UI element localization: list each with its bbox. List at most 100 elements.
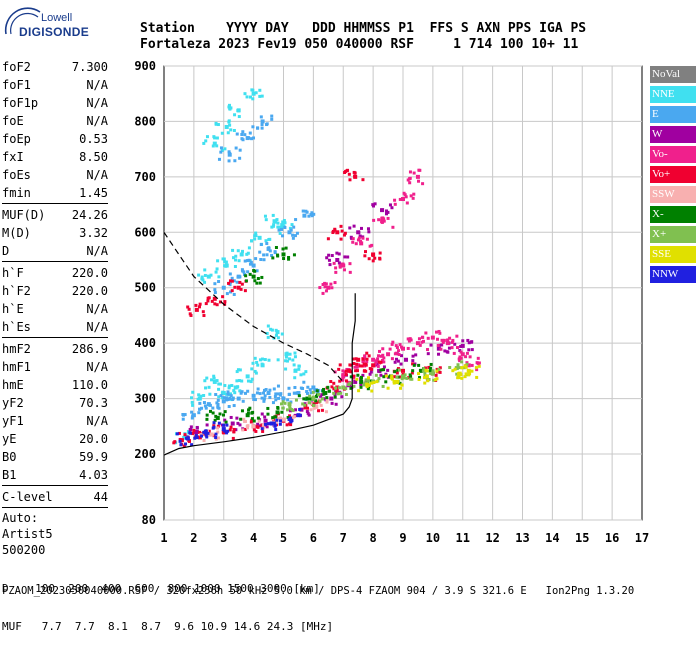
data-point-nne bbox=[297, 367, 301, 371]
data-point-nne bbox=[274, 328, 278, 332]
data-point-e bbox=[200, 406, 204, 410]
data-point-nne bbox=[236, 249, 240, 253]
header-labels: Station YYYY DAY DDD HHMMSS P1 FFS S AXN… bbox=[140, 21, 587, 36]
data-point-nnw bbox=[278, 419, 282, 423]
data-point-vo+ bbox=[206, 299, 210, 303]
param-label: foF1p bbox=[2, 96, 39, 110]
legend-item: X- bbox=[650, 206, 696, 223]
data-point-vo+ bbox=[379, 360, 383, 364]
data-point-w bbox=[358, 234, 362, 238]
data-point-w bbox=[414, 353, 418, 357]
data-point-vo+ bbox=[353, 174, 357, 178]
data-point-nne bbox=[231, 256, 235, 260]
data-point-vo- bbox=[466, 363, 471, 368]
data-point-vo- bbox=[406, 337, 410, 341]
data-point-x- bbox=[273, 415, 277, 419]
data-point-nne bbox=[281, 222, 285, 226]
data-point-sse bbox=[398, 386, 402, 390]
data-point-ssw bbox=[278, 416, 282, 420]
data-point-vo- bbox=[363, 357, 367, 361]
data-point-x- bbox=[333, 395, 337, 399]
data-point-vo+ bbox=[370, 367, 374, 371]
data-point-w bbox=[260, 412, 264, 416]
data-point-vo- bbox=[391, 340, 395, 344]
data-point-vo+ bbox=[378, 251, 382, 255]
data-point-nne bbox=[204, 386, 208, 390]
data-point-e bbox=[234, 146, 238, 150]
data-point-vo+ bbox=[329, 380, 333, 384]
data-point-x+ bbox=[317, 392, 321, 396]
data-point-w bbox=[195, 425, 199, 429]
data-point-e bbox=[287, 386, 291, 390]
data-point-vo+ bbox=[228, 279, 232, 283]
data-point-nne bbox=[263, 358, 267, 362]
data-point-w bbox=[352, 224, 356, 228]
data-point-sse bbox=[435, 377, 439, 381]
data-point-nnw bbox=[296, 413, 301, 418]
data-point-x- bbox=[409, 375, 413, 379]
data-point-ssw bbox=[324, 410, 328, 414]
data-point-nnw bbox=[195, 436, 199, 440]
data-point-vo+ bbox=[223, 300, 227, 304]
data-point-vo+ bbox=[330, 385, 334, 389]
data-point-e bbox=[294, 391, 298, 395]
data-point-x- bbox=[260, 275, 264, 279]
data-point-w bbox=[440, 343, 444, 347]
data-point-e bbox=[248, 262, 252, 266]
data-point-e bbox=[291, 236, 295, 240]
data-point-vo- bbox=[417, 337, 421, 341]
data-point-nne bbox=[224, 264, 228, 268]
data-point-nne bbox=[211, 144, 215, 148]
data-point-e bbox=[293, 234, 297, 238]
data-point-nne bbox=[254, 234, 258, 238]
data-point-vo- bbox=[341, 373, 345, 377]
data-point-x- bbox=[418, 368, 423, 373]
data-point-x+ bbox=[307, 401, 311, 405]
data-point-x+ bbox=[409, 377, 413, 381]
param-label: fxI bbox=[2, 150, 24, 164]
ionogram-chart: 1 2 3 4 5 6 7 8 9 10 11 12 13 14 15 16 17802003004005006… bbox=[134, 59, 649, 545]
data-point-vo+ bbox=[371, 363, 376, 368]
data-point-e bbox=[216, 398, 220, 402]
data-point-vo+ bbox=[348, 178, 352, 182]
data-point-x+ bbox=[431, 369, 435, 373]
data-point-nne bbox=[235, 370, 239, 374]
data-point-nne bbox=[235, 379, 239, 383]
data-point-vo- bbox=[408, 170, 412, 174]
data-point-x+ bbox=[344, 387, 348, 391]
data-point-vo+ bbox=[352, 362, 356, 366]
data-point-nne bbox=[227, 384, 231, 388]
data-point-x- bbox=[266, 412, 270, 416]
data-point-nne bbox=[212, 376, 216, 380]
data-point-e bbox=[277, 228, 281, 232]
data-point-e bbox=[274, 392, 278, 396]
data-point-ssw bbox=[216, 426, 220, 430]
data-point-vo+ bbox=[212, 424, 216, 428]
data-point-vo+ bbox=[202, 314, 206, 318]
data-point-vo+ bbox=[213, 302, 217, 306]
data-point-w bbox=[403, 357, 408, 362]
param-value: 8.50 bbox=[79, 150, 108, 164]
data-point-e bbox=[228, 272, 232, 276]
param-label: h`F2 bbox=[2, 284, 31, 298]
data-point-e bbox=[225, 398, 229, 402]
data-point-vo- bbox=[415, 341, 420, 346]
data-point-vo+ bbox=[377, 360, 381, 364]
param-value: N/A bbox=[86, 114, 108, 128]
data-point-sse bbox=[468, 372, 472, 376]
data-point-w bbox=[256, 422, 260, 426]
data-point-x+ bbox=[362, 383, 366, 387]
data-point-nnw bbox=[273, 424, 277, 428]
param-label: yF1 bbox=[2, 414, 24, 428]
data-point-ssw bbox=[208, 433, 212, 437]
param-value: N/A bbox=[86, 168, 108, 182]
data-point-nne bbox=[253, 369, 257, 373]
data-point-x+ bbox=[311, 395, 315, 399]
data-point-nne bbox=[267, 358, 271, 362]
data-point-vo+ bbox=[207, 429, 211, 433]
param-row: fmin 1.45 bbox=[2, 184, 108, 202]
data-point-nne bbox=[223, 147, 227, 151]
data-point-e bbox=[211, 406, 215, 410]
data-point-vo+ bbox=[332, 381, 336, 385]
data-point-nnw bbox=[289, 420, 293, 424]
